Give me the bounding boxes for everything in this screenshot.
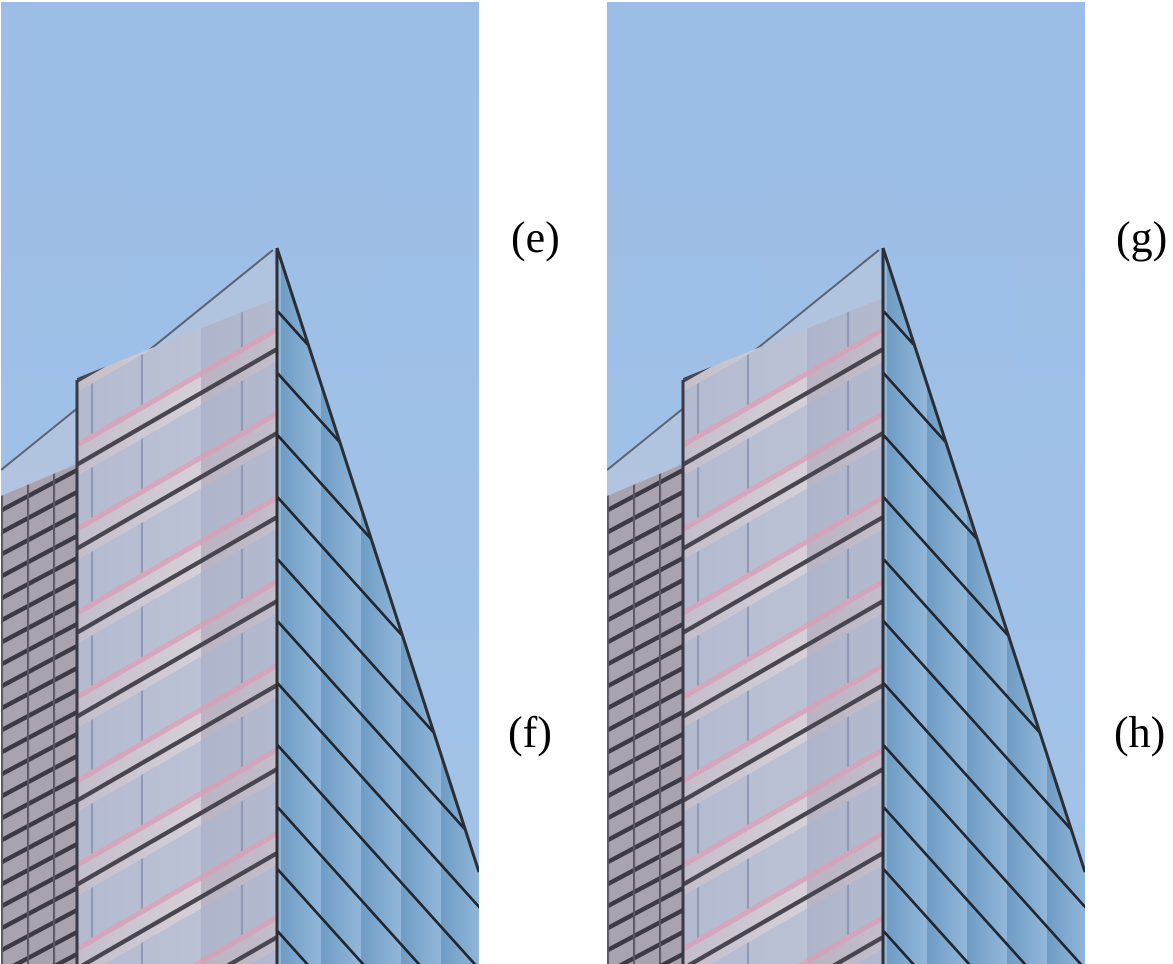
label-g: (g): [1116, 213, 1168, 262]
building-photo-left: [1, 2, 479, 964]
building-photo-right: [607, 2, 1085, 964]
building-photo-left-svg: [1, 2, 479, 964]
building-photo-right-svg: [607, 2, 1085, 964]
label-e: (e): [511, 213, 560, 262]
label-f: (f): [508, 708, 552, 757]
label-h: (h): [1114, 708, 1166, 757]
